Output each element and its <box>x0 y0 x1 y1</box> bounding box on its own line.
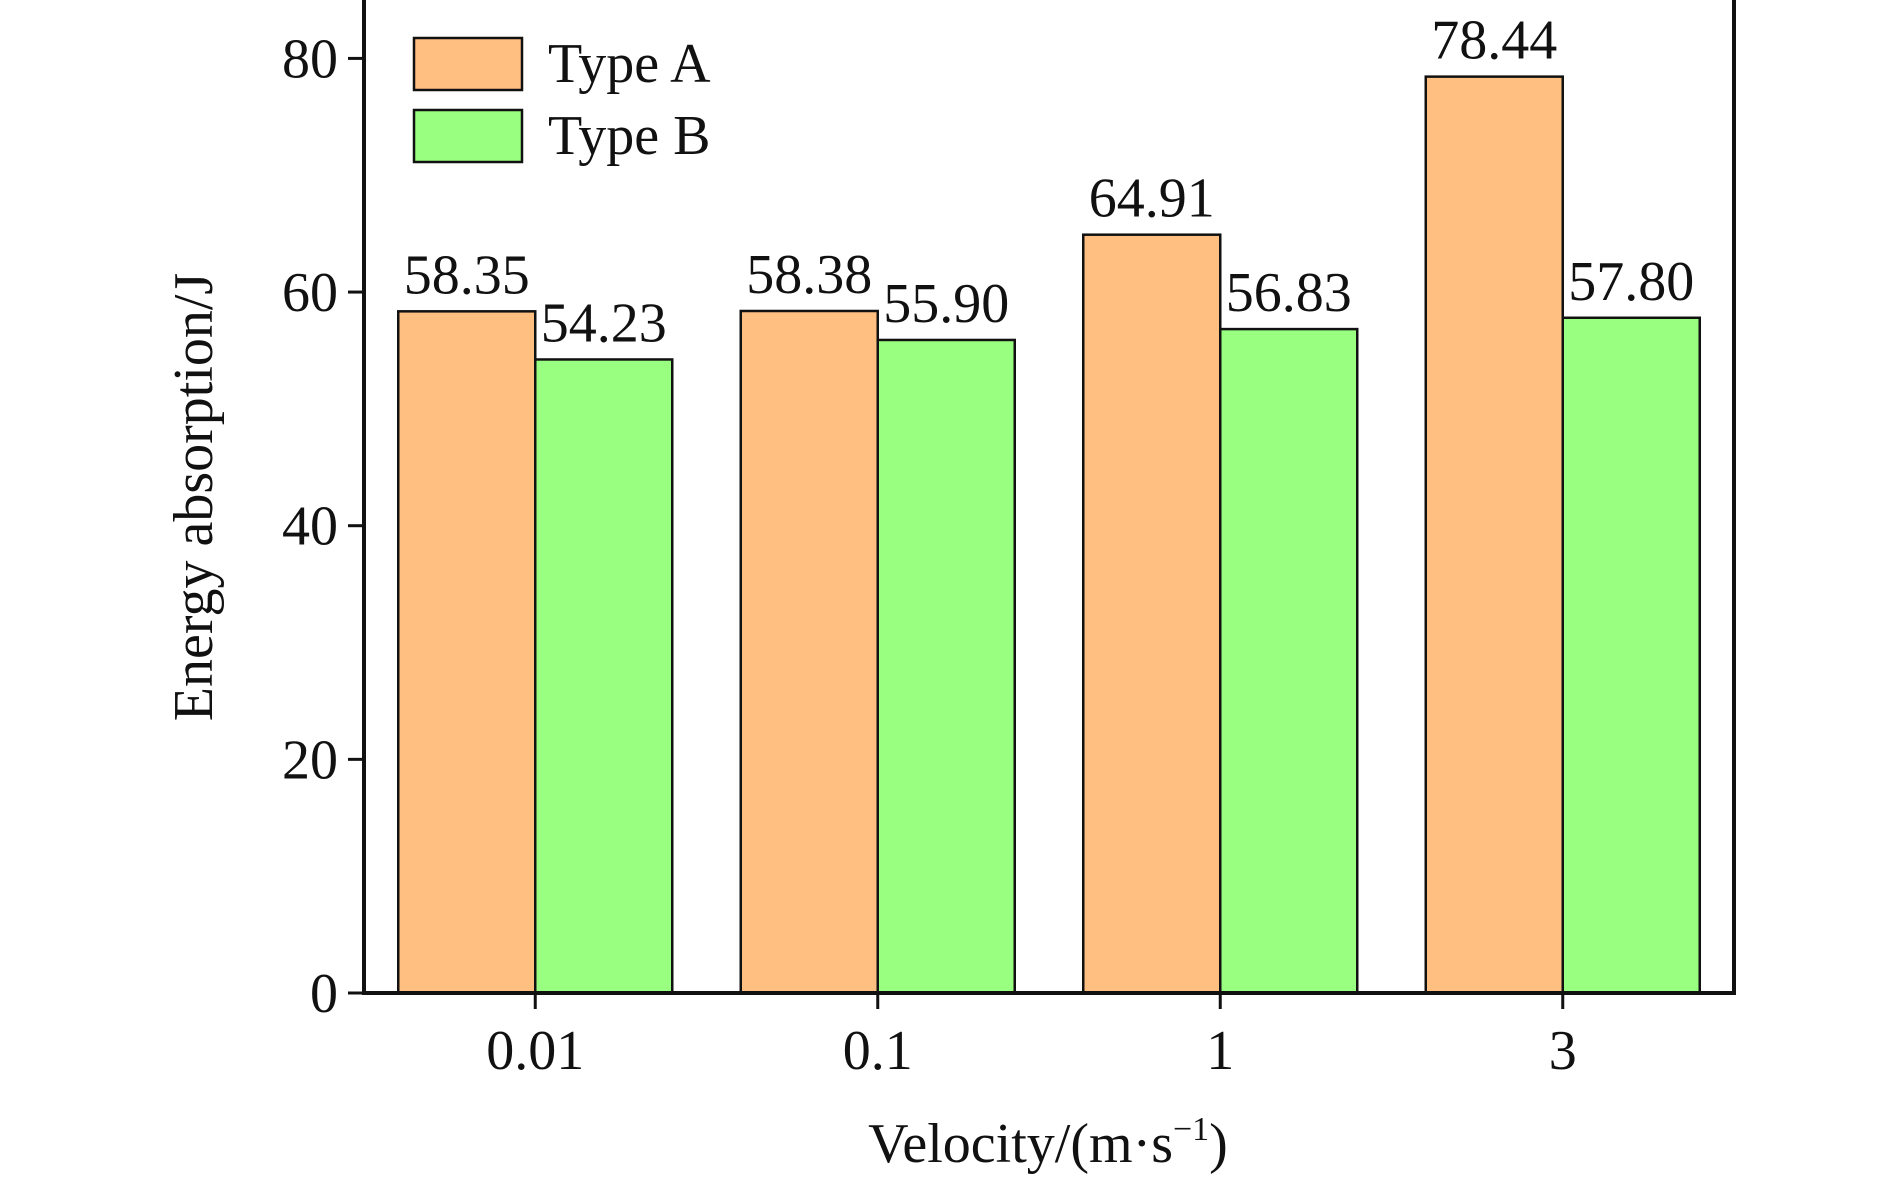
x-axis-title-superscript: −1 <box>1173 1111 1209 1148</box>
legend-label-type-b: Type B <box>548 105 711 167</box>
y-tick-label-20: 20 <box>282 729 338 791</box>
data-label-type-b-0: 54.23 <box>541 292 667 354</box>
y-tick-label-80: 80 <box>282 28 338 90</box>
bars-layer <box>397 75 1701 995</box>
y-tick-label-60: 60 <box>282 262 338 324</box>
bar-type-b-1 <box>876 338 1016 995</box>
bar-type-a-2 <box>1082 233 1222 995</box>
x-axis-title: Velocity/(m·s−1) <box>868 1111 1228 1175</box>
x-tick-label-3: 3 <box>1549 1020 1577 1082</box>
y-tick-label-0: 0 <box>310 963 338 1025</box>
x-tick-label-0: 0.01 <box>486 1020 584 1082</box>
data-label-type-a-2: 64.91 <box>1089 168 1215 230</box>
x-tick-label-1: 0.1 <box>843 1020 913 1082</box>
plot-area-frame <box>362 0 1736 995</box>
x-tick-label-2: 1 <box>1206 1020 1234 1082</box>
bar-type-b-2 <box>1219 327 1359 995</box>
data-label-type-b-1: 55.90 <box>883 273 1009 335</box>
data-label-type-b-2: 56.83 <box>1226 262 1352 324</box>
bar-type-b-3 <box>1561 316 1701 995</box>
data-label-type-a-3: 78.44 <box>1431 10 1557 72</box>
y-axis-title: Energy absorption/J <box>163 273 225 721</box>
data-label-type-b-3: 57.80 <box>1568 251 1694 313</box>
y-tick-label-40: 40 <box>282 496 338 558</box>
legend-label-type-a: Type A <box>548 33 711 95</box>
x-axis: 0.01 0.1 1 3 <box>486 993 1577 1082</box>
bar-type-a-1 <box>739 309 879 995</box>
legend: Type A Type B <box>412 33 711 167</box>
y-axis: 0 20 40 60 80 <box>282 28 364 1025</box>
bar-type-a-3 <box>1424 75 1564 995</box>
bar-type-a-0 <box>397 310 537 995</box>
bar-type-b-0 <box>534 358 674 995</box>
data-label-type-a-1: 58.38 <box>746 244 872 306</box>
x-axis-title-main: Velocity/(m·s <box>868 1113 1173 1175</box>
x-axis-title-end: ) <box>1209 1113 1228 1175</box>
legend-swatch-type-a <box>412 36 524 92</box>
data-label-type-a-0: 58.35 <box>404 244 530 306</box>
legend-swatch-type-b <box>412 108 524 164</box>
